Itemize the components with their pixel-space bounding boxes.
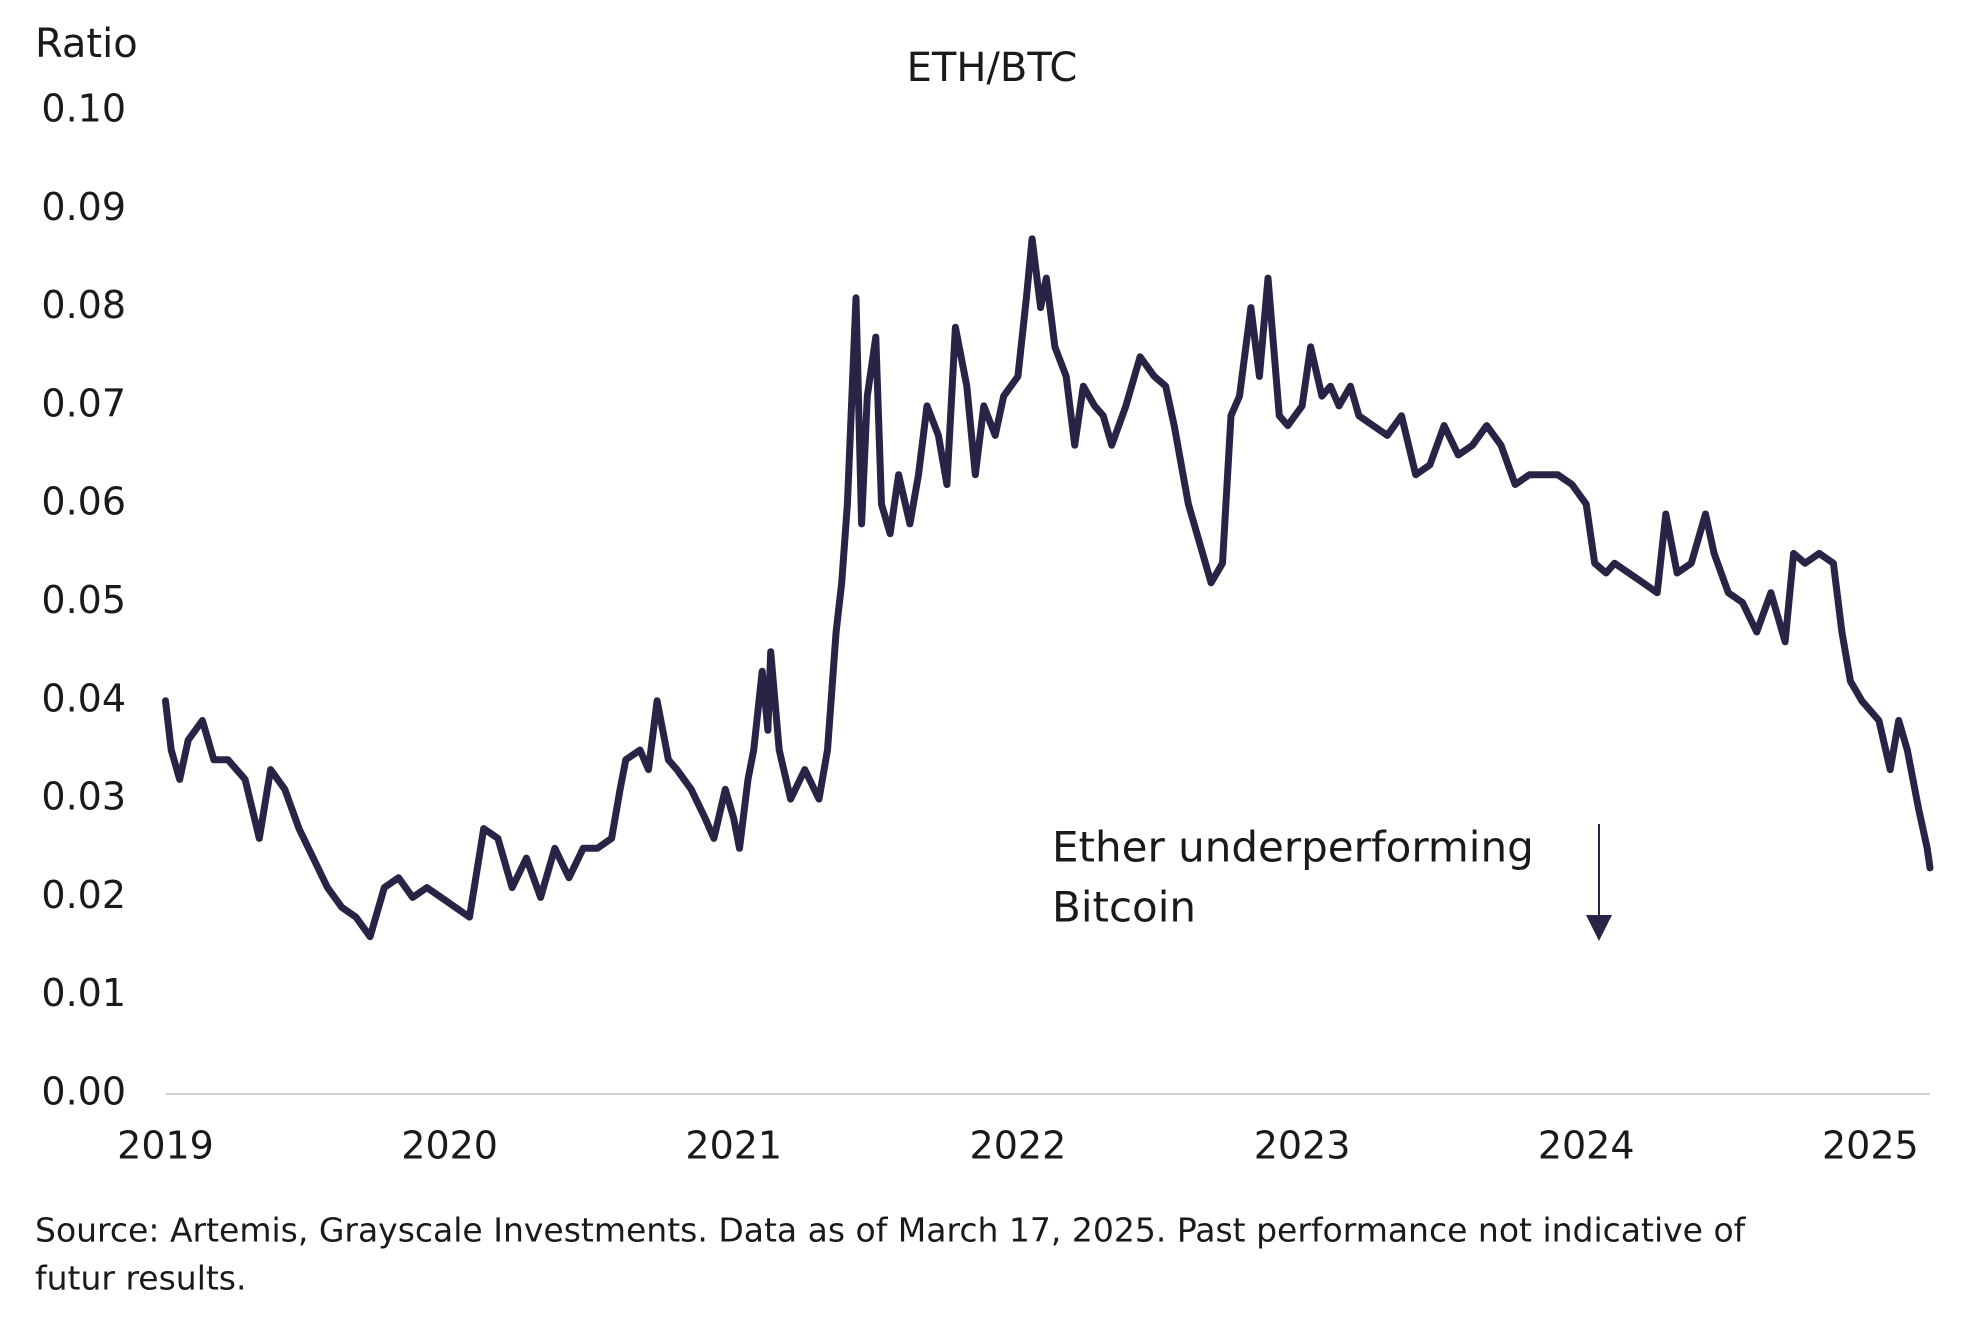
y-tick-label: 0.06 xyxy=(41,480,126,524)
y-tick-label: 0.04 xyxy=(41,676,126,720)
y-axis-label: Ratio xyxy=(35,21,138,67)
x-tick-label: 2021 xyxy=(685,1124,782,1168)
x-tick-label: 2023 xyxy=(1254,1124,1351,1168)
y-tick-label: 0.08 xyxy=(41,283,126,327)
annotation: Ether underperforming xyxy=(1052,823,1534,872)
x-tick-label: 2024 xyxy=(1538,1124,1635,1168)
annotation: Bitcoin xyxy=(1052,883,1196,932)
y-tick-label: 0.03 xyxy=(41,775,126,819)
y-tick-label: 0.07 xyxy=(41,381,126,425)
x-tick-label: 2020 xyxy=(401,1124,498,1168)
y-tick-label: 0.01 xyxy=(41,971,126,1015)
y-tick-label: 0.02 xyxy=(41,873,126,917)
y-tick-label: 0.00 xyxy=(41,1070,126,1114)
x-tick-label: 2022 xyxy=(970,1124,1067,1168)
x-tick-label: 2019 xyxy=(117,1124,214,1168)
y-tick-label: 0.09 xyxy=(41,185,126,229)
line-series xyxy=(162,235,1934,941)
y-tick-label: 0.05 xyxy=(41,578,126,622)
source-note: futur results. xyxy=(35,1259,247,1298)
chart-title: ETH/BTC xyxy=(907,45,1078,91)
arrow-head xyxy=(1586,915,1612,941)
y-tick-label: 0.10 xyxy=(41,87,126,131)
x-tick-label: 2025 xyxy=(1822,1124,1919,1168)
source-note: Source: Artemis, Grayscale Investments. … xyxy=(35,1211,1747,1250)
